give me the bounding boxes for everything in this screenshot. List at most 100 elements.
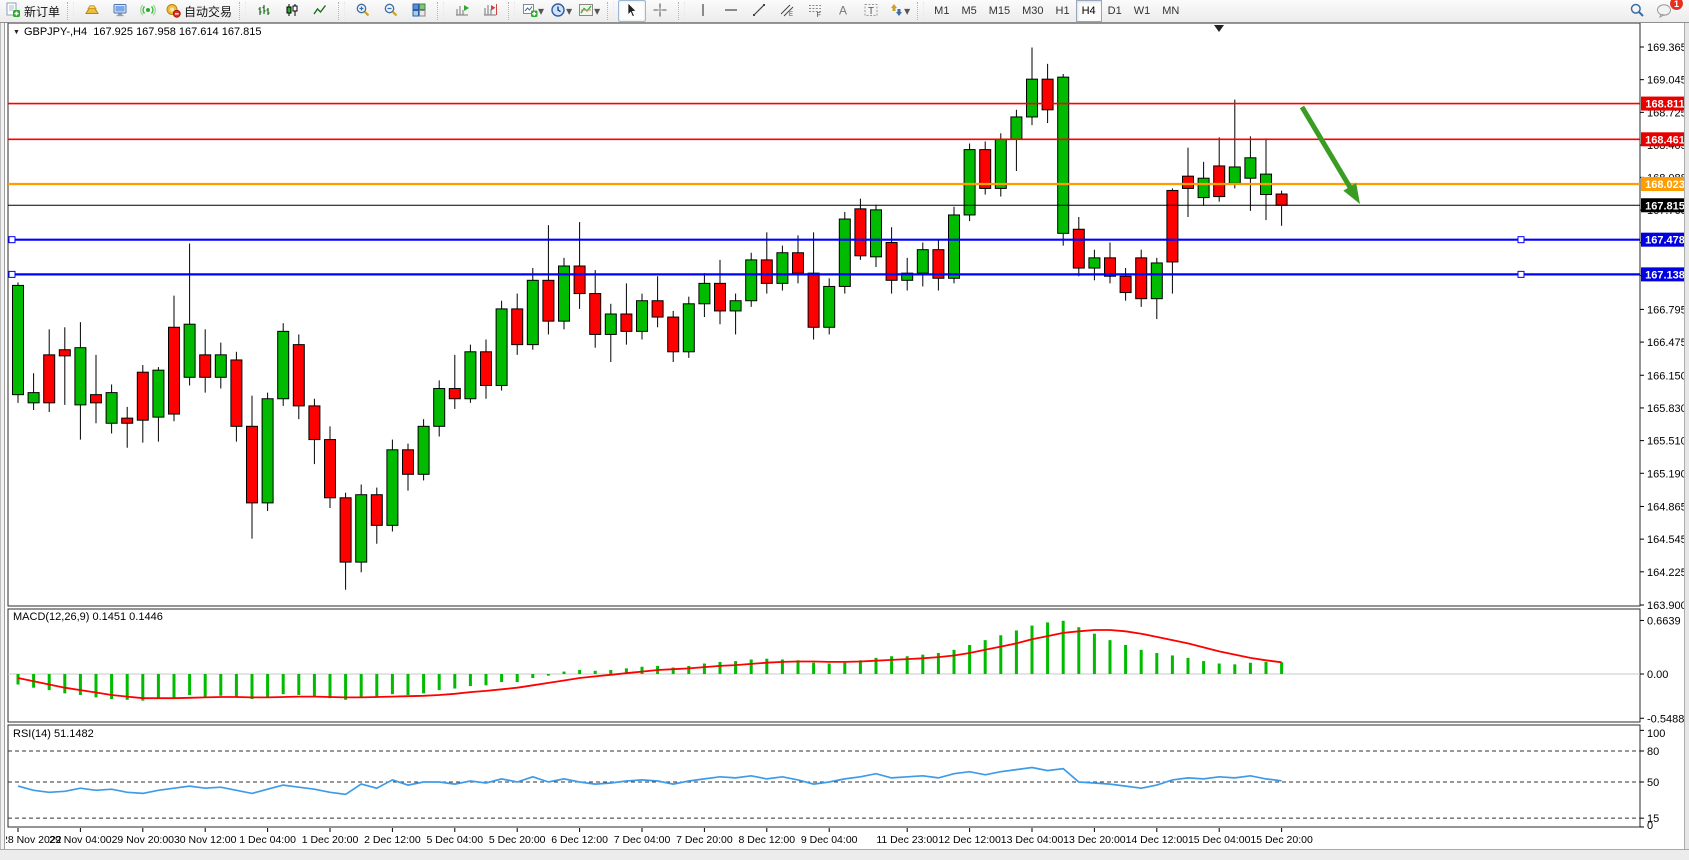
timeframe-M15[interactable]: M15 <box>988 5 1011 17</box>
time-tick-label[interactable]: 14 Dec 12:00 <box>1126 834 1189 846</box>
market-button[interactable] <box>78 0 106 22</box>
timeframe-MN[interactable]: MN <box>1162 5 1180 17</box>
template-button[interactable]: ▾ <box>575 0 603 22</box>
arrows-button[interactable]: ▾ <box>885 0 913 22</box>
channel-button[interactable]: E <box>773 0 801 22</box>
chart-shift-button[interactable] <box>476 0 504 22</box>
macd-hist-bar <box>1170 655 1174 674</box>
timeframe-H4[interactable]: H4 <box>1075 0 1102 22</box>
new-chart-button[interactable]: ▾ <box>519 0 547 22</box>
candle-body-down <box>1135 257 1148 300</box>
terminal-button[interactable] <box>106 0 134 22</box>
window-frame-bottom <box>0 849 1689 860</box>
candle-body-down <box>58 349 71 357</box>
crosshair-button[interactable] <box>646 0 674 22</box>
candle-body-up <box>386 449 399 526</box>
svg-text:T: T <box>868 6 874 17</box>
macd-hist-bar <box>1061 620 1065 674</box>
cursor-button[interactable] <box>618 0 647 22</box>
macd-hist-bar <box>188 674 192 695</box>
hline-167.138[interactable] <box>8 270 1640 278</box>
timeframe-H1[interactable]: H1 <box>1055 5 1070 17</box>
rsi-tick-label: 0 <box>1647 820 1653 832</box>
vertical-line-icon <box>695 2 711 21</box>
rsi-tick-label: 50 <box>1647 777 1659 789</box>
candle-body-up <box>1010 116 1023 140</box>
hline-handle <box>8 236 16 244</box>
time-tick-label[interactable]: 12 Dec 12:00 <box>938 834 1001 846</box>
time-tick-label[interactable]: 15 Dec 04:00 <box>1188 834 1251 846</box>
macd-hist-bar <box>999 635 1003 674</box>
time-tick-label[interactable]: 29 Nov 04:00 <box>49 834 112 846</box>
signals-button[interactable] <box>134 0 162 22</box>
time-tick-label[interactable]: 6 Dec 12:00 <box>551 834 608 846</box>
fibonacci-button[interactable]: F <box>801 0 829 22</box>
line-chart-button[interactable] <box>306 0 334 22</box>
auto-trading-button[interactable]: 自动交易 <box>162 0 235 22</box>
text-button[interactable]: A <box>829 0 857 22</box>
auto-scroll-button[interactable] <box>448 0 476 22</box>
candlestick-chart-button[interactable] <box>278 0 306 22</box>
candle-body-up <box>105 392 118 424</box>
window-frame-left <box>0 22 6 860</box>
search-button[interactable] <box>1623 0 1651 22</box>
hline-handle <box>1517 236 1525 244</box>
macd-hist-bar <box>593 670 597 674</box>
time-tick-label[interactable]: 7 Dec 20:00 <box>676 834 733 846</box>
time-tick-label[interactable]: 28 Nov 2022 <box>2 834 62 846</box>
macd-indicator-label: MACD(12,26,9) 0.1451 0.1446 <box>13 611 163 623</box>
time-tick-label[interactable]: 9 Dec 04:00 <box>801 834 858 846</box>
timeframe-M30[interactable]: M30 <box>1022 5 1044 17</box>
macd-hist-bar <box>375 674 379 697</box>
time-tick-label[interactable]: 1 Dec 04:00 <box>239 834 296 846</box>
trend-arrow[interactable] <box>1299 105 1360 204</box>
candle-body-down <box>760 259 773 284</box>
time-tick-label[interactable]: 13 Dec 20:00 <box>1063 834 1126 846</box>
notifications-button[interactable]: 1 <box>1651 0 1684 22</box>
new-order-button[interactable]: 新订单 <box>2 0 63 22</box>
zoom-in-button[interactable] <box>349 0 377 22</box>
candle-body-down <box>667 316 680 353</box>
trendline-button[interactable] <box>745 0 773 22</box>
timeframe-D1[interactable]: D1 <box>1107 5 1122 17</box>
candle-body-up <box>901 272 914 281</box>
time-tick-label[interactable]: 1 Dec 20:00 <box>302 834 359 846</box>
dropdown-caret-icon: ▾ <box>566 4 573 18</box>
zoom-out-button[interactable] <box>377 0 405 22</box>
macd-hist-bar <box>359 674 363 698</box>
vertical-line-button[interactable] <box>689 0 717 22</box>
tile-windows-button[interactable] <box>405 0 433 22</box>
time-tick-label[interactable]: 5 Dec 20:00 <box>489 834 546 846</box>
bar-chart-button[interactable] <box>250 0 278 22</box>
price-label-box <box>1641 267 1689 282</box>
chart-symbol-title[interactable]: ▼ GBPJPY-,H4 167.925 167.958 167.614 167.… <box>13 26 261 38</box>
text-label-button[interactable]: T <box>857 0 885 22</box>
time-tick-label[interactable]: 15 Dec 20:00 <box>1250 834 1313 846</box>
time-tick-label[interactable]: 8 Dec 12:00 <box>738 834 795 846</box>
time-tick-label[interactable]: 5 Dec 04:00 <box>426 834 483 846</box>
time-tick-label[interactable]: 29 Nov 20:00 <box>112 834 175 846</box>
macd-hist-bar <box>1046 622 1050 674</box>
monitor-icon <box>112 2 128 21</box>
timeframe-M5[interactable]: M5 <box>961 5 977 17</box>
timeframe-W1[interactable]: W1 <box>1133 5 1151 17</box>
time-tick-label[interactable]: 7 Dec 04:00 <box>614 834 671 846</box>
template-icon <box>578 2 594 21</box>
macd-hist-bar <box>328 674 332 699</box>
time-tick-label[interactable]: 13 Dec 04:00 <box>1001 834 1064 846</box>
macd-hist-bar <box>515 674 519 683</box>
timeframe-M1[interactable]: M1 <box>934 5 950 17</box>
toolbar-group-cursor <box>616 0 676 22</box>
time-tick-label[interactable]: 11 Dec 23:00 <box>876 834 938 846</box>
fibonacci-icon: F <box>807 2 823 21</box>
period-button[interactable]: ▾ <box>547 0 575 22</box>
candle-body-down <box>1275 193 1288 206</box>
hline-167.478[interactable] <box>8 236 1640 244</box>
macd-hist-bar <box>234 674 238 698</box>
rsi-line <box>17 766 1282 796</box>
time-tick-label[interactable]: 30 Nov 12:00 <box>174 834 237 846</box>
horizontal-line-button[interactable] <box>717 0 745 22</box>
ohlc-readout: 167.925 167.958 167.614 167.815 <box>93 26 262 38</box>
toolbar-separator <box>67 2 75 20</box>
time-tick-label[interactable]: 2 Dec 12:00 <box>364 834 421 846</box>
